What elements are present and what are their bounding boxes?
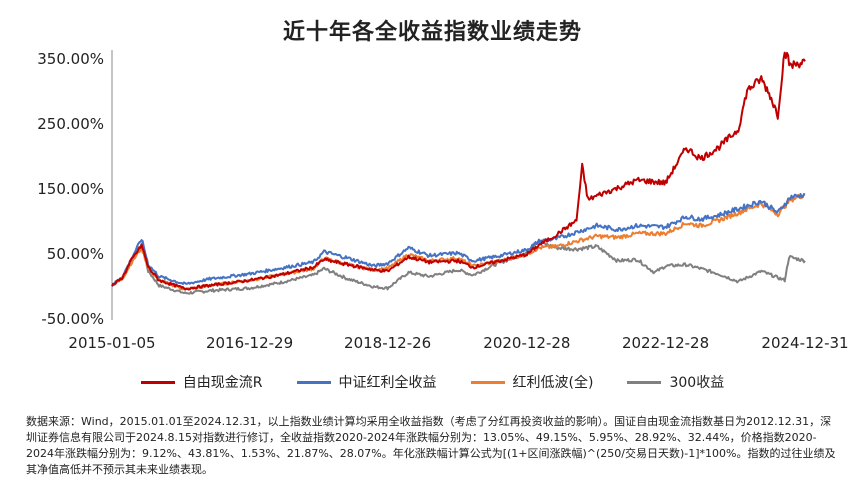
y-tick-label: 150.00% — [37, 180, 104, 198]
data-source-note: 数据来源：Wind，2015.01.01至2024.12.31，以上指数业绩计算… — [26, 415, 836, 476]
x-tick-label: 2024-12-31 — [761, 334, 848, 352]
y-tick-label: 250.00% — [37, 115, 104, 133]
x-tick-label: 2022-12-28 — [622, 334, 709, 352]
legend-label: 自由现金流R — [182, 375, 263, 391]
legend-label: 红利低波(全) — [512, 375, 594, 391]
legend-swatch — [296, 380, 331, 384]
series-line-2 — [111, 193, 806, 291]
series-line-1 — [111, 193, 806, 287]
legend-item: 自由现金流R — [140, 372, 263, 392]
legend-item: 300收益 — [627, 372, 724, 392]
chart-title: 近十年各全收益指数业绩走势 — [282, 20, 582, 45]
y-tick-label: -50.00% — [41, 310, 104, 328]
legend-label: 中证红利全收益 — [338, 375, 437, 391]
legend-swatch — [627, 380, 662, 384]
legend-swatch — [470, 380, 505, 384]
x-tick-label: 2015-01-05 — [68, 334, 155, 352]
legend-label: 300收益 — [669, 375, 725, 391]
y-tick-label: 350.00% — [37, 50, 104, 68]
legend-item: 中证红利全收益 — [296, 372, 437, 392]
x-tick-label: 2020-12-28 — [483, 334, 570, 352]
series-line-3 — [111, 240, 806, 295]
legend-swatch — [140, 380, 175, 384]
line-chart: 350.00% 250.00% 150.00% 50.00% -50.00% 2015-0… — [37, 50, 849, 352]
series-line-0 — [111, 51, 806, 291]
chart-legend: 自由现金流R 中证红利全收益 红利低波(全) 300收益 — [0, 372, 865, 392]
x-tick-label: 2016-12-29 — [206, 334, 293, 352]
legend-item: 红利低波(全) — [470, 372, 594, 392]
y-tick-label: 50.00% — [47, 245, 104, 263]
x-tick-label: 2018-12-26 — [344, 334, 431, 352]
